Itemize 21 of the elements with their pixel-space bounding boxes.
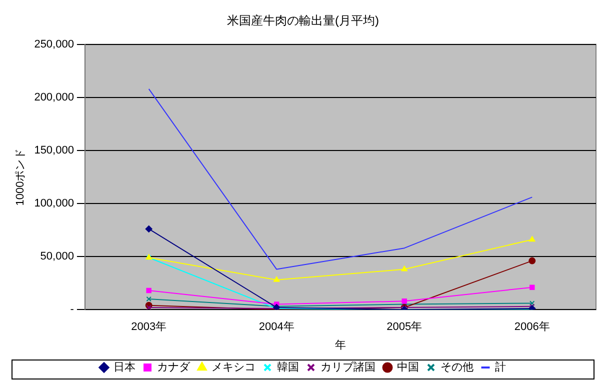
y-tick-label: 150,000 bbox=[34, 144, 74, 157]
y-axis-title: 1000ポンド bbox=[14, 148, 27, 206]
x-tick-label: 2004年 bbox=[258, 321, 294, 334]
legend-label: その他 bbox=[440, 362, 474, 374]
x-tick-label: 2003年 bbox=[131, 321, 167, 334]
x-axis-title: 年 bbox=[334, 339, 346, 352]
y-tick-label: 200,000 bbox=[34, 91, 74, 104]
legend-label: カナダ bbox=[157, 362, 191, 374]
x-tick-label: 2005年 bbox=[386, 321, 422, 334]
legend-label: メキシコ bbox=[212, 362, 256, 374]
y-tick-label: 250,000 bbox=[34, 38, 74, 50]
y-tick-label: - bbox=[70, 304, 74, 316]
y-tick-label: 100,000 bbox=[34, 198, 74, 210]
x-tick-label: 2006年 bbox=[514, 321, 550, 334]
legend-label: 日本 bbox=[114, 360, 136, 374]
chart-title: 米国産牛肉の輸出量(月平均) bbox=[227, 14, 379, 28]
y-tick-label: 50,000 bbox=[40, 250, 74, 263]
legend-label: 計 bbox=[495, 360, 506, 374]
legend-label: 韓国 bbox=[277, 360, 299, 374]
legend-label: 中国 bbox=[397, 360, 419, 374]
legend-label: カリブ諸国 bbox=[320, 360, 376, 374]
